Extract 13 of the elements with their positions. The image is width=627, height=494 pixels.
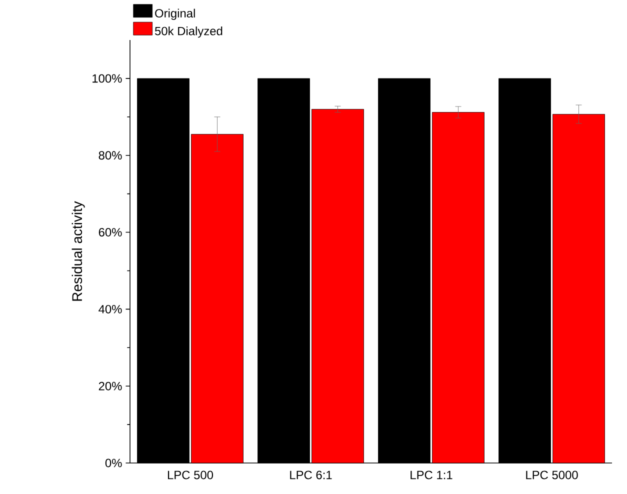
y-tick-label: 60%	[98, 228, 122, 236]
y-tick-label: 80%	[98, 151, 122, 160]
legend-label: 50k Dialyzed	[154, 26, 222, 38]
y-tick-label: 40%	[98, 304, 122, 314]
x-tick-label: LPC 5000	[526, 470, 578, 480]
x-tick-label: LPC 6:1	[290, 470, 332, 480]
y-tick-label: 20%	[98, 382, 122, 390]
legend-label: Original	[155, 8, 195, 20]
y-axis-title: Residual activity	[72, 201, 85, 301]
y-tick-label: 0%	[105, 458, 122, 468]
y-tick-label: 100%	[92, 74, 122, 83]
x-tick-label: LPC 500	[168, 470, 214, 480]
x-tick-label: LPC 1:1	[410, 470, 452, 480]
